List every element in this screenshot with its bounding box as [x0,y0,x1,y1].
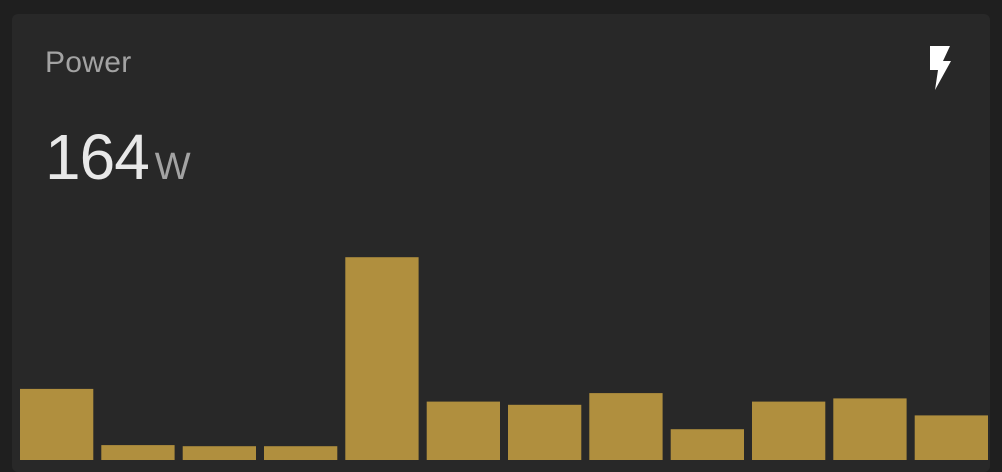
bar-8 [589,393,663,460]
bar-6 [426,401,500,460]
flash-icon [930,46,951,90]
power-unit: W [154,146,191,188]
card-title: Power [45,46,132,79]
power-card[interactable]: Power 164 W [12,14,990,472]
bar-3 [182,446,256,460]
bar-10 [752,401,826,460]
bar-9 [670,429,744,460]
bar-11 [833,398,907,460]
bar-1 [20,388,94,460]
bar-4 [264,446,338,460]
power-history-chart [20,257,988,460]
bar-7 [508,404,582,460]
power-value: 164 [45,121,150,193]
power-reading: 164 W [45,120,191,194]
bar-12 [914,415,988,460]
bar-2 [101,445,175,460]
bar-5 [345,257,419,460]
